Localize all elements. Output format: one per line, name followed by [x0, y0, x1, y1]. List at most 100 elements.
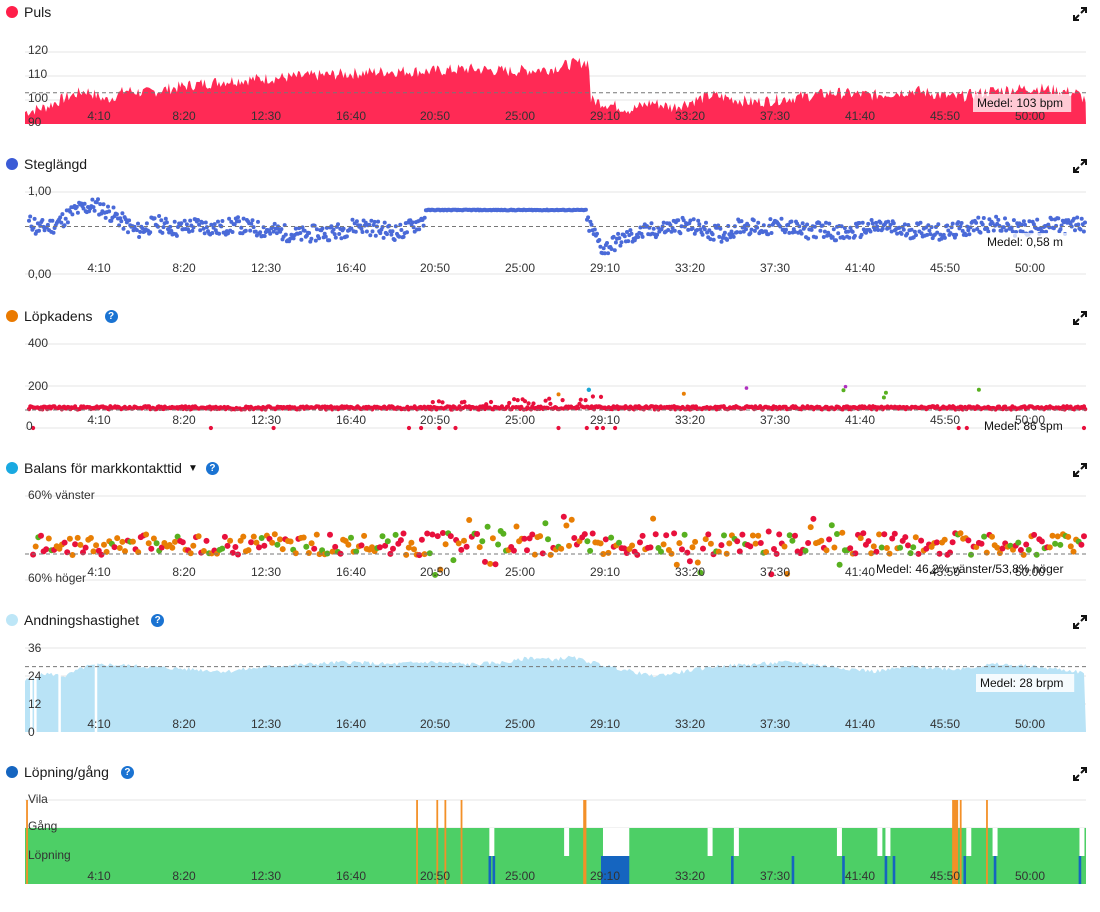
balance-point — [949, 539, 956, 546]
help-icon[interactable]: ? — [104, 309, 118, 323]
balance-point — [458, 546, 465, 553]
stride-point — [688, 218, 693, 223]
stride-point — [717, 234, 722, 239]
balance-point — [87, 535, 94, 541]
stride-point — [905, 231, 910, 236]
stride-point — [1075, 215, 1080, 220]
stride-point — [679, 224, 684, 229]
balance-point — [379, 533, 386, 540]
balance-point — [500, 530, 507, 537]
balance-point — [605, 549, 612, 556]
stride-point — [164, 220, 169, 225]
stride-point — [710, 232, 715, 237]
stride-point — [293, 226, 298, 231]
balance-point — [114, 535, 121, 542]
help-icon[interactable]: ? — [120, 765, 134, 779]
balance-point — [700, 545, 706, 552]
expand-icon[interactable] — [1072, 614, 1088, 630]
stride-point — [332, 232, 337, 237]
stride-point — [126, 230, 130, 235]
gap-segment — [966, 828, 972, 856]
expand-icon[interactable] — [1072, 310, 1088, 326]
stride-point — [81, 206, 86, 211]
stride-point — [629, 231, 634, 236]
running-segment — [1078, 856, 1082, 884]
stride-point — [337, 232, 342, 236]
stride-point — [271, 229, 276, 234]
stride-point — [59, 220, 64, 225]
help-icon[interactable]: ? — [205, 461, 219, 475]
stride-length-title: Steglängd — [24, 156, 88, 172]
balance-point — [765, 528, 772, 535]
help-icon[interactable]: ? — [151, 613, 165, 627]
stride-point — [250, 218, 255, 223]
cadence-header: Löpkadens ? — [6, 306, 118, 326]
balance-point — [277, 536, 283, 543]
respiration-title: Andningshastighet — [24, 612, 140, 628]
balance-point — [600, 551, 607, 557]
x-tick-label: 37:30 — [760, 413, 790, 427]
stride-point — [314, 227, 319, 232]
expand-icon[interactable] — [1072, 766, 1088, 782]
expand-icon[interactable] — [1072, 462, 1088, 478]
stride-point — [949, 225, 954, 230]
cadence-panel: Löpkadens ? 400 200 0 4:10 8:20 12:30 16:40 20:… — [0, 304, 1100, 456]
expand-icon[interactable] — [1072, 6, 1088, 22]
stride-point — [401, 234, 406, 239]
balance-point — [629, 542, 636, 549]
balance-point — [839, 529, 846, 536]
x-tick-label: 8:20 — [172, 717, 196, 731]
cadence-point — [577, 401, 582, 406]
stride-point — [728, 235, 733, 240]
balance-point — [311, 545, 318, 552]
x-tick-label: 8:20 — [172, 413, 196, 427]
cadence-point — [576, 406, 581, 411]
balance-point — [432, 571, 439, 578]
caret-down-icon[interactable]: ▼ — [187, 462, 198, 474]
balance-point — [1033, 551, 1040, 558]
gap-segment — [885, 828, 891, 856]
x-tick-label: 16:40 — [336, 261, 366, 275]
stride-point — [918, 220, 923, 225]
balance-point — [834, 531, 840, 537]
balance-point — [566, 542, 572, 549]
balance-point — [658, 548, 664, 555]
gap-segment — [1079, 828, 1085, 856]
cadence-point-green — [841, 388, 846, 393]
expand-icon[interactable] — [1072, 158, 1088, 174]
stride-point — [800, 221, 805, 226]
respiration-area — [25, 655, 1086, 732]
stride-point — [329, 224, 334, 229]
balance-point — [805, 540, 812, 546]
stride-point — [996, 217, 1001, 222]
stride-point — [661, 220, 666, 225]
balance-point — [332, 543, 339, 550]
cadence-point-green — [976, 387, 981, 392]
balance-point — [789, 537, 796, 544]
balance-point — [676, 540, 683, 547]
stride-point — [1021, 219, 1026, 224]
stride-point — [385, 232, 389, 237]
stride-point — [945, 223, 950, 228]
cadence-point — [488, 399, 494, 405]
balance-point — [568, 516, 575, 523]
balance-point — [531, 551, 538, 558]
cadence-point — [419, 425, 424, 431]
balance-point — [836, 561, 843, 568]
balance-point — [98, 551, 105, 558]
stride-point — [341, 226, 346, 231]
balance-point — [558, 545, 565, 552]
stride-point — [40, 218, 45, 222]
y-tick-label: 110 — [28, 67, 47, 81]
gct-balance-title[interactable]: Balans för markkontakttid — [24, 460, 182, 476]
balance-point — [907, 550, 914, 557]
balance-point — [200, 548, 207, 554]
x-tick-label: 8:20 — [172, 869, 196, 883]
stride-point — [806, 236, 811, 241]
x-tick-label: 16:40 — [336, 869, 366, 883]
cadence-point — [507, 400, 512, 406]
respiration-chart: 36 24 12 0 4:10 8:20 12:30 16:40 20:50 25:00 29:10… — [25, 641, 1086, 739]
stride-point — [1081, 229, 1086, 234]
x-tick-label: 33:20 — [675, 413, 705, 427]
stride-point — [941, 232, 946, 237]
